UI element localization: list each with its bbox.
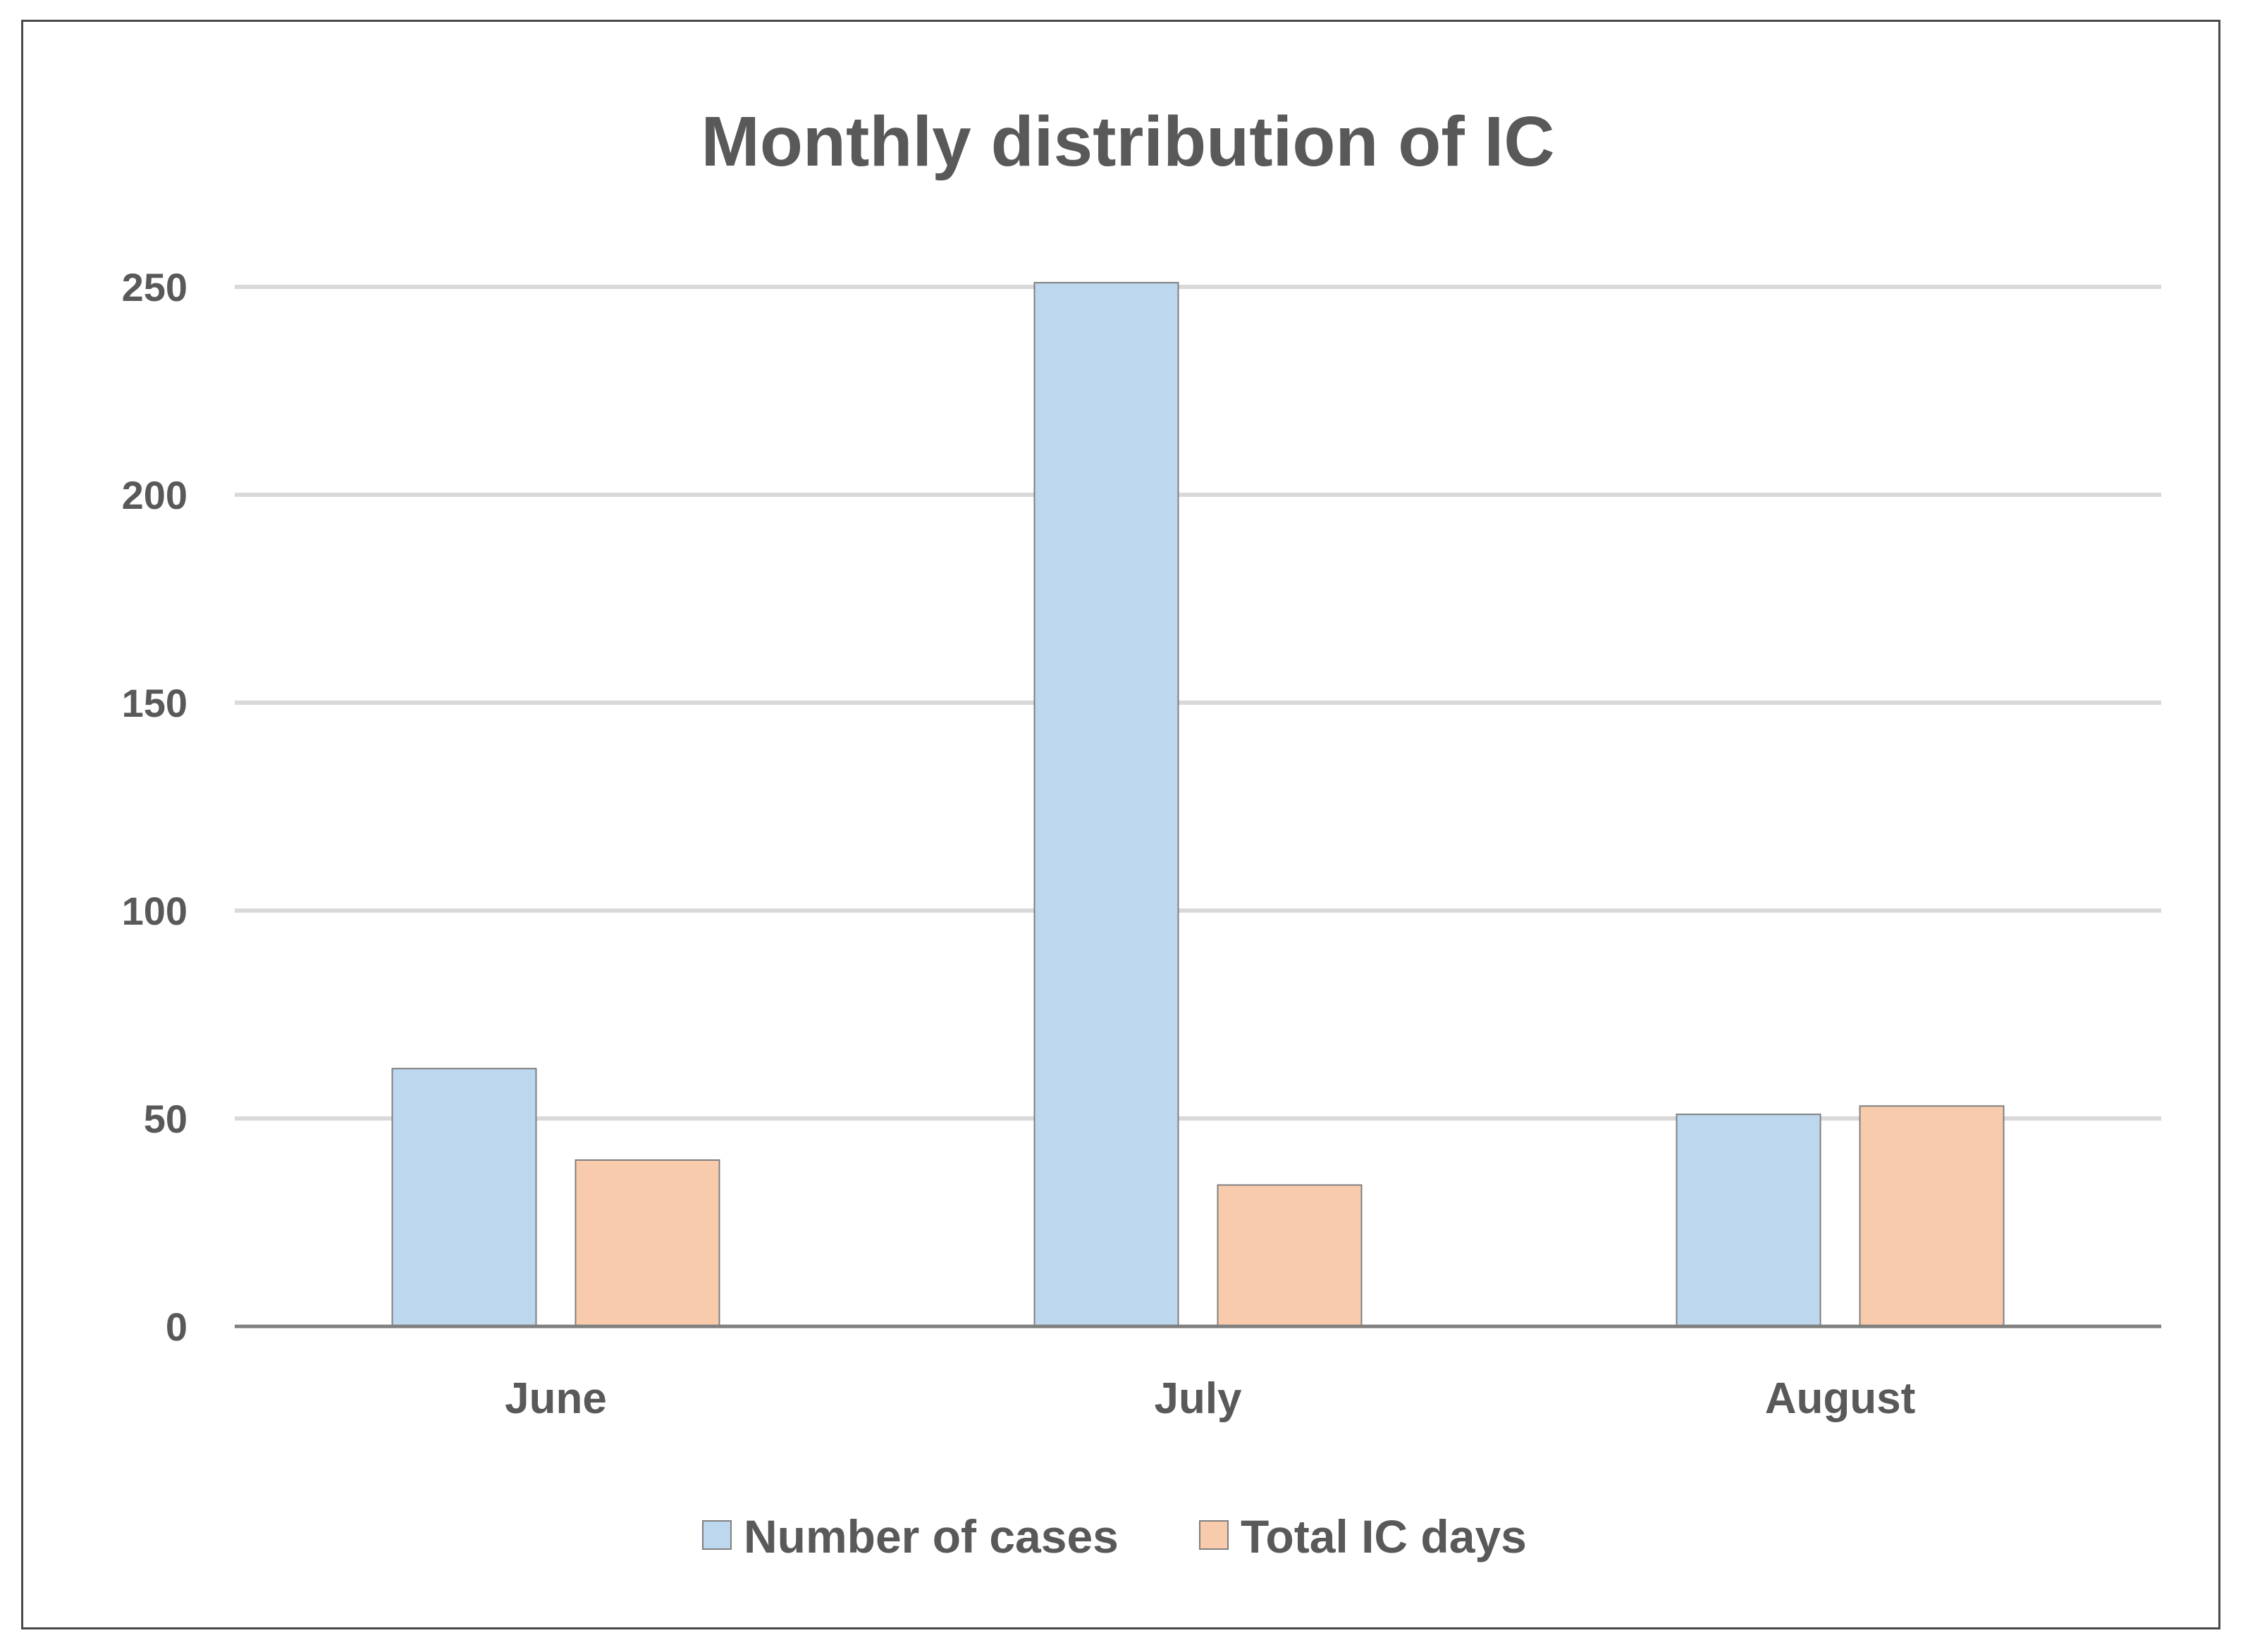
bar-number-of-cases-june (391, 1068, 537, 1327)
x-category-label: August (1765, 1374, 1916, 1423)
bar-total-ic-days-june (574, 1159, 720, 1327)
x-category-label: July (1154, 1374, 1242, 1423)
y-axis-ticks: 0 50 100 150 200 250 (122, 265, 188, 1349)
bars (391, 282, 2005, 1328)
legend-swatch (702, 1520, 732, 1550)
y-tick-label: 50 (144, 1097, 188, 1141)
bar-total-ic-days-july (1217, 1184, 1363, 1328)
x-category-label: June (505, 1374, 607, 1423)
legend: Number of cases Total IC days (702, 1510, 1527, 1562)
legend-swatch (1199, 1520, 1229, 1550)
bar-total-ic-days-august (1859, 1105, 2005, 1328)
gridlines (235, 285, 2161, 1121)
y-tick-label: 0 (166, 1305, 188, 1349)
bar-number-of-cases-july (1033, 282, 1179, 1328)
y-tick-label: 100 (122, 889, 188, 933)
y-tick-label: 250 (122, 265, 188, 309)
chart-title: Monthly distribution of IC (701, 102, 1555, 181)
y-tick-label: 200 (122, 473, 188, 517)
legend-label: Total IC days (1241, 1510, 1527, 1562)
bar-number-of-cases-august (1676, 1114, 1821, 1327)
legend-label: Number of cases (744, 1510, 1119, 1562)
y-tick-label: 150 (122, 681, 188, 725)
x-axis-categories: June July August (505, 1374, 1915, 1423)
